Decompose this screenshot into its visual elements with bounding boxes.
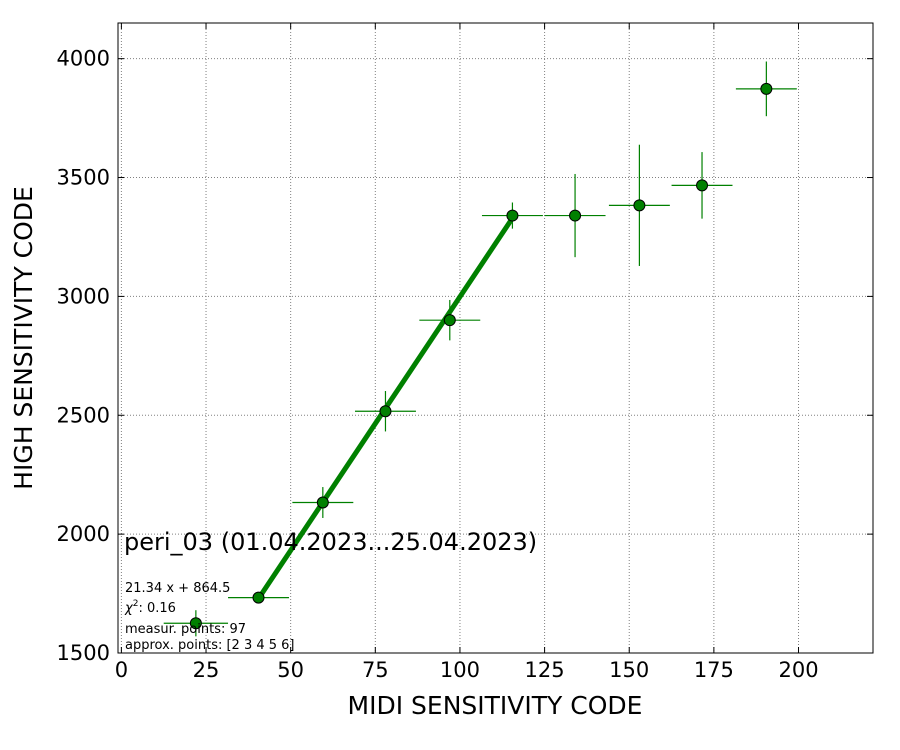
y-tick-label: 4000: [57, 47, 110, 71]
chi2-value: : 0.16: [138, 601, 175, 616]
data-point: [569, 209, 582, 222]
y-tick-label: 1500: [57, 641, 110, 665]
chi2-symbol: χ: [124, 601, 134, 616]
data-point: [760, 82, 773, 95]
x-tick-label: 125: [525, 658, 565, 682]
data-point: [189, 617, 202, 630]
plot-frame: [117, 22, 874, 654]
x-tick-label: 0: [115, 658, 128, 682]
y-tick-label: 3500: [57, 166, 110, 190]
data-point: [633, 199, 646, 212]
x-tick-label: 50: [277, 658, 304, 682]
data-point: [506, 209, 519, 222]
x-tick-label: 100: [440, 658, 480, 682]
data-point: [696, 179, 709, 192]
annotation-title: peri_03 (01.04.2023...25.04.2023): [124, 528, 537, 556]
x-tick-label: 75: [362, 658, 389, 682]
data-point: [316, 496, 329, 509]
x-tick-label: 25: [193, 658, 220, 682]
x-tick-label: 175: [694, 658, 734, 682]
grid: [118, 23, 873, 654]
x-axis-title: MIDI SENSITIVITY CODE: [348, 691, 643, 720]
x-tick-label: 150: [609, 658, 649, 682]
data-point: [379, 405, 392, 418]
data-point: [443, 314, 456, 327]
y-tick-label: 3000: [57, 284, 110, 308]
y-tick-label: 2000: [57, 522, 110, 546]
annotation-chi2: χ2: 0.16: [124, 599, 176, 616]
annotation-measur-points: measur. points: 97: [125, 622, 246, 637]
data-point: [252, 591, 265, 604]
y-tick-label: 2500: [57, 403, 110, 427]
plot-background: [118, 23, 873, 653]
x-tick-label: 200: [778, 658, 818, 682]
data-points: [189, 82, 773, 630]
chi2-superscript: 2: [133, 599, 139, 609]
y-axis-title: HIGH SENSITIVITY CODE: [9, 186, 38, 490]
annotation-equation: 21.34 x + 864.5: [125, 581, 230, 596]
annotation-approx-points: approx. points: [2 3 4 5 6]: [125, 638, 295, 653]
axis-ticks: 0 25 50 75 100 125 150 175 200 1500 2000 2500 3000 35…: [57, 23, 873, 682]
